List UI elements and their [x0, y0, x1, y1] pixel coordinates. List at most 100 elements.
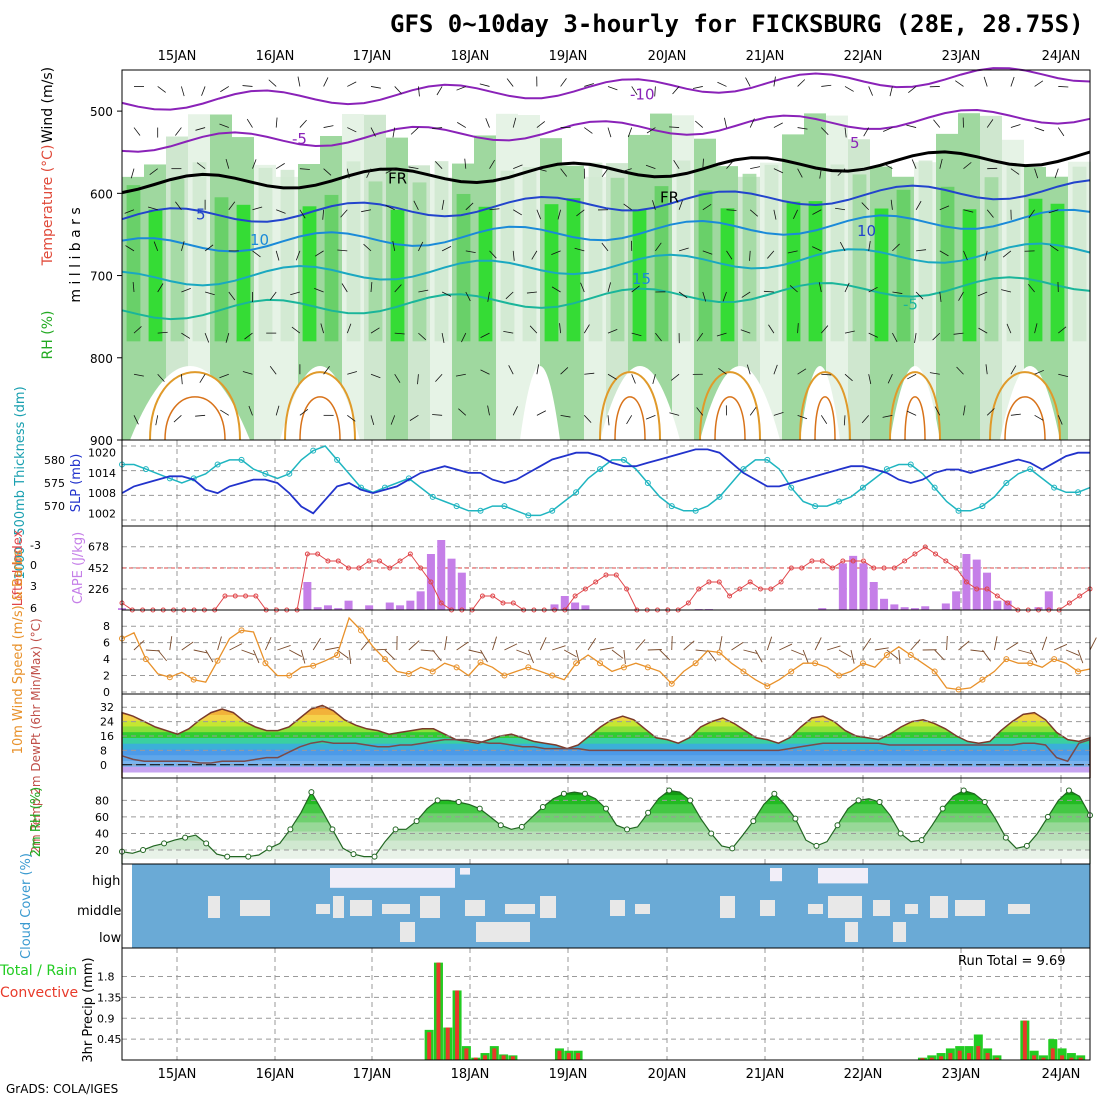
rh-point: [561, 791, 566, 796]
cloud-low: [476, 922, 530, 942]
cape-label-group: CAPE (J/kg): [71, 532, 86, 604]
cape-bar: [890, 604, 898, 610]
x-tick-label-top: 21JAN: [746, 49, 785, 64]
temp-tick-label: 32: [100, 701, 114, 714]
rh-point: [498, 823, 503, 828]
precip-label-group: 3hr Precip (mm): [81, 957, 96, 1062]
wind-barb: [528, 650, 533, 663]
pressure-axis-label-group: m i l l i b a r s: [68, 207, 84, 302]
wind-barb: [684, 641, 695, 650]
wind-barb: [875, 648, 889, 650]
cloud-axis-label: Cloud Cover (%): [19, 853, 34, 959]
wind-barb: [457, 642, 469, 650]
rh-fill: [1007, 163, 1021, 341]
cape-bar: [1045, 591, 1053, 610]
rh-point: [477, 806, 482, 811]
x-tick-label-bottom: 20JAN: [648, 1067, 687, 1082]
cloud-level-label: low: [99, 931, 122, 946]
contour-label: -10: [630, 86, 655, 104]
slp-label-group: SLP (mb): [69, 454, 84, 513]
pressure-axis-label: m i l l i b a r s: [68, 207, 84, 302]
cape-bar: [870, 582, 878, 610]
cloud-middle: [505, 904, 535, 914]
cloud-middle: [873, 900, 890, 916]
rh-point: [1066, 788, 1071, 793]
wind-barb: [349, 650, 351, 664]
temp-band: [122, 732, 1090, 738]
wind-barb: [540, 637, 546, 650]
rh-point: [772, 791, 777, 796]
wind-barb: [827, 646, 840, 650]
chart-title: GFS 0~10day 3-hourly for FICKSBURG (28E,…: [390, 10, 1084, 38]
precip-convective-bar: [1060, 1055, 1064, 1060]
wind-barb: [409, 641, 419, 650]
cloud-low: [400, 922, 415, 942]
wind-barb: [194, 650, 208, 653]
rh-band: [122, 822, 1090, 832]
rh-fill: [897, 190, 911, 342]
x-tick-label-bottom: 22JAN: [844, 1067, 883, 1082]
temp-tick-label: 0: [100, 759, 107, 772]
pressure-tick-label: 800: [90, 352, 113, 366]
cape-bar: [437, 540, 445, 610]
rh-fill: [1051, 204, 1065, 342]
cloud-middle: [540, 896, 556, 918]
precip-axis-label: 3hr Precip (mm): [81, 957, 96, 1062]
precip-convective-bar: [1051, 1048, 1055, 1060]
cloud-middle: [808, 904, 823, 914]
contour-label: 15: [632, 270, 651, 288]
cloud-middle: [955, 900, 985, 916]
rh-point: [204, 841, 209, 846]
precip-convective-bar: [948, 1053, 952, 1060]
wind-barb: [242, 650, 255, 655]
cloud-high: [770, 868, 782, 881]
wind-label-group: 10m Wind Speed (m/s) & Barbs: [11, 549, 26, 754]
wind-barb: [552, 646, 565, 650]
rh-fill: [941, 187, 955, 342]
lifted-index-line: [122, 547, 1090, 610]
panel-frame: [122, 948, 1090, 1060]
x-tick-label-top: 16JAN: [256, 49, 295, 64]
rh-tick-label: 40: [95, 827, 109, 840]
x-tick-label-bottom: 18JAN: [451, 1067, 490, 1082]
cloud-high: [330, 868, 455, 888]
wind-barb: [911, 640, 920, 650]
temp-tick-label: 8: [100, 744, 107, 757]
wind-barb: [779, 644, 792, 650]
cloud-middle: [316, 904, 330, 914]
cape-bar: [396, 605, 404, 610]
temp-band: [122, 737, 1090, 743]
rh-point: [709, 831, 714, 836]
cape-bar: [993, 601, 1001, 610]
slp-tick-label: 1014: [88, 467, 116, 480]
cape-bar: [571, 603, 579, 610]
wind-tick-label: 8: [103, 620, 110, 633]
wind-barb: [755, 650, 762, 662]
rh-fill: [787, 202, 801, 342]
rh-fill: [215, 197, 229, 341]
cloud-middle: [350, 900, 372, 916]
rh-fill: [127, 185, 141, 341]
cape-bar: [942, 603, 950, 610]
rh-point: [688, 798, 693, 803]
rh-band: [122, 849, 1090, 859]
rh-point: [940, 806, 945, 811]
thickness-tick-label: 575: [44, 477, 65, 490]
rh-point: [898, 831, 903, 836]
cape-bar: [324, 605, 332, 610]
rh-fill: [853, 174, 867, 341]
wind-tick-label: 6: [103, 637, 110, 650]
x-tick-label-bottom: 16JAN: [256, 1067, 295, 1082]
wind-barb: [1066, 650, 1079, 655]
cloud-middle: [760, 900, 775, 916]
pressure-tick-label: 600: [90, 187, 113, 201]
precip-tick-label: 0.9: [97, 1012, 115, 1025]
rh-fill: [567, 198, 581, 341]
wind-tick-label: 0: [103, 686, 110, 699]
cloud-middle: [420, 896, 440, 918]
lifted-tick-label: 3: [30, 580, 37, 593]
wind-barb: [564, 650, 576, 657]
wind-speed-line: [122, 618, 1090, 690]
x-tick-label-bottom: 24JAN: [1042, 1067, 1081, 1082]
